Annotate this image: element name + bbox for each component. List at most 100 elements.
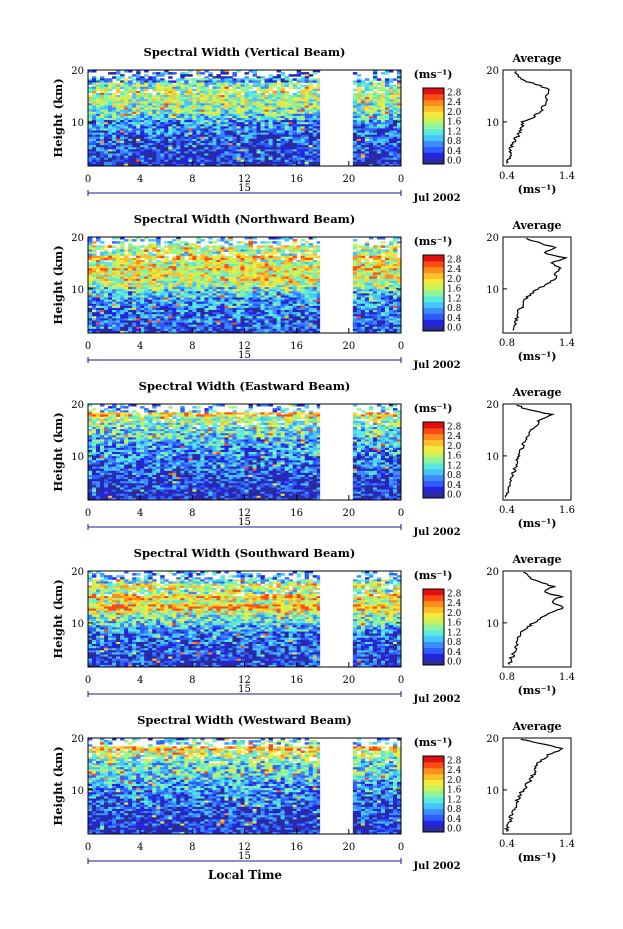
colorbar-tick-label: 0.8: [447, 137, 462, 147]
panel-title: Spectral Width (Westward Beam): [137, 713, 352, 727]
panel-2: Spectral Width (Northward Beam) 20 10 Heigh…: [51, 212, 575, 371]
colorbar-tick-label: 2.0: [447, 108, 462, 118]
x-tick-label: 20: [342, 174, 355, 185]
panel-title: Spectral Width (Southward Beam): [134, 546, 356, 560]
average-xlabel: (ms⁻¹): [518, 183, 557, 196]
x-tick-label: 0: [85, 341, 91, 352]
average-xlabel: (ms⁻¹): [518, 517, 557, 530]
panel-title: Spectral Width (Vertical Beam): [144, 45, 346, 59]
x-tick-label: 0: [398, 508, 404, 519]
panel-4: Spectral Width (Southward Beam) 20 10 Heigh…: [51, 546, 575, 705]
colorbar-tick-label: 0.4: [447, 815, 462, 825]
avg-y-tick-label: 20: [486, 66, 499, 77]
avg-y-tick-label: 10: [486, 285, 499, 296]
heatmap: [87, 570, 402, 668]
average-xlabel: (ms⁻¹): [518, 350, 557, 363]
avg-x-tick-label: 0.8: [499, 672, 515, 683]
average-frame: [502, 236, 572, 334]
avg-x-tick-label: 0.4: [499, 839, 515, 850]
mean-width-line: [507, 571, 565, 665]
x-tick-label: 12: [238, 174, 251, 185]
avg-y-tick-label: 10: [486, 786, 499, 797]
average-profile: Average 20 10 0.4 1.6(ms⁻¹): [486, 386, 575, 530]
colorbar-tick-label: 0.0: [447, 157, 462, 167]
average-profile: Average 20 10 0.4 1.4(ms⁻¹): [486, 720, 575, 864]
avg-y-tick-label: 20: [486, 400, 499, 411]
colorbar-tick-label: 1.6: [447, 118, 462, 128]
panel-title: Spectral Width (Eastward Beam): [139, 379, 351, 393]
avg-x-tick-label: 1.4: [559, 839, 575, 850]
colorbar-tick-label: 2.8: [447, 423, 462, 433]
heatmap: [87, 236, 402, 334]
average-frame: [502, 69, 572, 167]
avg-y-tick-label: 10: [486, 619, 499, 630]
x-tick-label: 0: [398, 174, 404, 185]
date-label: Jul 2002: [412, 694, 460, 705]
colorbar-tick-label: 2.4: [447, 98, 462, 108]
x-tick-label: 8: [189, 174, 195, 185]
avg-x-tick-label: 0.4: [499, 171, 515, 182]
x-tick-label: 0: [398, 341, 404, 352]
colorbar: [422, 588, 445, 666]
colorbar-tick-label: 0.0: [447, 658, 462, 668]
colorbar-tick-label: 1.6: [447, 452, 462, 462]
x-axis-title: Local Time: [208, 868, 282, 882]
x-tick-label: 0: [398, 675, 404, 686]
panel-title: Spectral Width (Northward Beam): [134, 212, 356, 226]
y-tick-label: 10: [71, 118, 84, 129]
colorbar-tick-label: 2.8: [447, 89, 462, 99]
colorbar-tick-label: 2.0: [447, 275, 462, 285]
heatmap: [87, 69, 402, 167]
y-axis-title: Height (km): [51, 245, 65, 324]
data-gap: [320, 738, 352, 834]
x-tick-label: 12: [238, 341, 251, 352]
heatmap: [87, 403, 402, 501]
y-axis-title: Height (km): [51, 78, 65, 157]
y-tick-label: 10: [71, 452, 84, 463]
avg-x-tick-label: 1.4: [559, 338, 575, 349]
date-label: Jul 2002: [412, 861, 460, 872]
colorbar-unit: (ms⁻¹): [414, 68, 453, 81]
x-tick-label: 20: [342, 341, 355, 352]
x-tick-label: 16: [290, 508, 303, 519]
average-xlabel: (ms⁻¹): [518, 851, 557, 864]
avg-y-tick-label: 20: [486, 233, 499, 244]
panel-5: Spectral Width (Westward Beam) 20 10 Height…: [51, 713, 575, 872]
colorbar-tick-label: 1.2: [447, 294, 461, 304]
colorbar-tick-label: 1.6: [447, 285, 462, 295]
avg-x-tick-label: 0.4: [499, 505, 515, 516]
avg-x-tick-label: 0.8: [499, 338, 515, 349]
colorbar-tick-label: 0.4: [447, 481, 462, 491]
colorbar-tick-label: 2.4: [447, 432, 462, 442]
y-axis-title: Height (km): [51, 746, 65, 825]
average-title: Average: [511, 553, 561, 566]
colorbar-tick-label: 2.8: [447, 590, 462, 600]
average-title: Average: [511, 720, 561, 733]
colorbar-tick-label: 1.6: [447, 786, 462, 796]
day-label: 15: [238, 183, 251, 194]
x-tick-label: 8: [189, 508, 195, 519]
y-tick-label: 10: [71, 619, 84, 630]
day-label: 15: [238, 350, 251, 361]
colorbar-tick-label: 2.8: [447, 256, 462, 266]
x-tick-label: 8: [189, 675, 195, 686]
average-title: Average: [511, 52, 561, 65]
colorbar-tick-label: 2.4: [447, 265, 462, 275]
x-tick-label: 16: [290, 174, 303, 185]
colorbar: [422, 87, 445, 165]
colorbar-tick-label: 2.0: [447, 442, 462, 452]
colorbar-tick-label: 2.4: [447, 766, 462, 776]
average-frame: [502, 403, 572, 501]
x-tick-label: 12: [238, 842, 251, 853]
colorbar: [422, 421, 445, 499]
panel-1: Spectral Width (Vertical Beam) 20 10 Height…: [51, 45, 575, 204]
data-gap: [320, 404, 352, 500]
y-tick-label: 20: [71, 567, 84, 578]
colorbar-tick-label: 0.0: [447, 825, 462, 835]
colorbar-unit: (ms⁻¹): [414, 235, 453, 248]
average-xlabel: (ms⁻¹): [518, 684, 557, 697]
date-label: Jul 2002: [412, 193, 460, 204]
colorbar-tick-label: 2.4: [447, 599, 462, 609]
x-tick-label: 20: [342, 675, 355, 686]
